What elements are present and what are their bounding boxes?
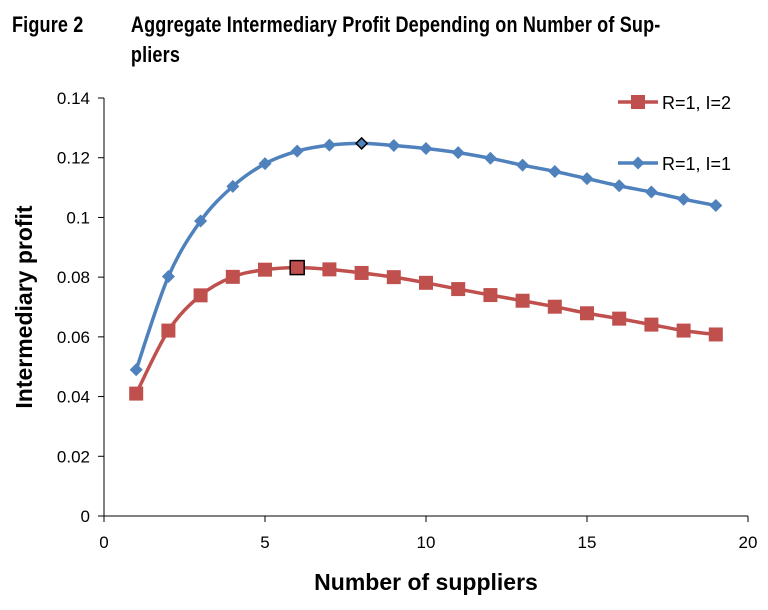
data-point xyxy=(193,288,208,303)
data-point xyxy=(322,138,336,152)
data-point xyxy=(677,192,691,206)
legend-marker-diamond xyxy=(631,156,645,170)
legend-entry: R=1, I=2 xyxy=(618,93,731,113)
data-point xyxy=(580,306,594,321)
y-tick-label: 0 xyxy=(81,507,90,526)
data-point xyxy=(225,269,240,284)
y-tick-label: 0.12 xyxy=(57,149,90,168)
data-point xyxy=(451,282,466,297)
x-tick-label: 15 xyxy=(578,533,597,552)
data-point xyxy=(194,214,208,228)
data-point xyxy=(580,172,594,186)
data-point xyxy=(451,146,465,160)
data-point xyxy=(676,323,691,338)
data-point xyxy=(708,327,723,342)
legend-entry: R=1, I=1 xyxy=(618,154,731,174)
y-tick-label: 0.02 xyxy=(57,447,90,466)
figure-title-line2: pliers xyxy=(130,42,181,67)
data-point xyxy=(709,198,723,212)
series-r1-i2 xyxy=(129,259,723,401)
data-point xyxy=(226,179,240,193)
figure-title-line1: Aggregate Intermediary Profit Depending … xyxy=(130,12,661,37)
data-point xyxy=(419,275,433,290)
x-tick-label: 0 xyxy=(99,533,108,552)
data-point xyxy=(129,363,143,377)
data-point xyxy=(612,179,626,193)
data-point xyxy=(354,265,369,280)
data-point xyxy=(483,151,497,165)
data-point xyxy=(258,157,272,171)
data-point xyxy=(483,288,498,303)
data-point xyxy=(612,311,627,326)
series-layer xyxy=(129,136,723,401)
series-line xyxy=(134,141,717,371)
y-tick-label: 0.1 xyxy=(66,208,90,227)
data-point xyxy=(516,158,530,172)
data-point xyxy=(419,141,433,155)
y-tick-label: 0.04 xyxy=(57,388,90,407)
legend-marker-square xyxy=(631,95,645,109)
data-point-highlighted xyxy=(355,136,369,150)
data-point xyxy=(258,262,272,277)
data-point xyxy=(644,185,658,199)
series-r1-i1 xyxy=(129,136,723,377)
data-point xyxy=(322,262,337,277)
data-point xyxy=(290,144,304,158)
figure-caption: Figure 2 Aggregate Intermediary Profit De… xyxy=(12,10,660,70)
legend-label: R=1, I=2 xyxy=(662,93,731,113)
data-point xyxy=(387,138,401,152)
y-axis-title: Intermediary profit xyxy=(11,205,37,409)
x-axis-ticks: 0 5 10 15 20 xyxy=(99,516,757,552)
data-point xyxy=(129,386,144,401)
data-point xyxy=(644,317,659,332)
legend-label: R=1, I=1 xyxy=(662,154,731,174)
x-tick-label: 20 xyxy=(739,533,758,552)
chart-axes xyxy=(103,98,748,517)
data-point xyxy=(161,270,175,284)
data-point xyxy=(547,299,562,314)
figure-label: Figure 2 xyxy=(12,12,84,37)
y-axis-ticks: 0 0.02 0.04 0.06 0.08 0.1 0.12 0.14 xyxy=(57,89,104,526)
data-point xyxy=(161,323,176,338)
data-point-highlighted xyxy=(289,259,305,276)
data-point xyxy=(548,164,562,178)
data-point xyxy=(515,293,530,308)
y-tick-label: 0.06 xyxy=(57,328,90,347)
y-tick-label: 0.14 xyxy=(57,89,90,108)
y-tick-label: 0.08 xyxy=(57,268,90,287)
x-axis-title: Number of suppliers xyxy=(314,569,538,595)
x-tick-label: 10 xyxy=(417,533,436,552)
chart-legend: R=1, I=2 R=1, I=1 xyxy=(618,93,731,174)
data-point xyxy=(386,270,401,285)
x-tick-label: 5 xyxy=(260,533,269,552)
